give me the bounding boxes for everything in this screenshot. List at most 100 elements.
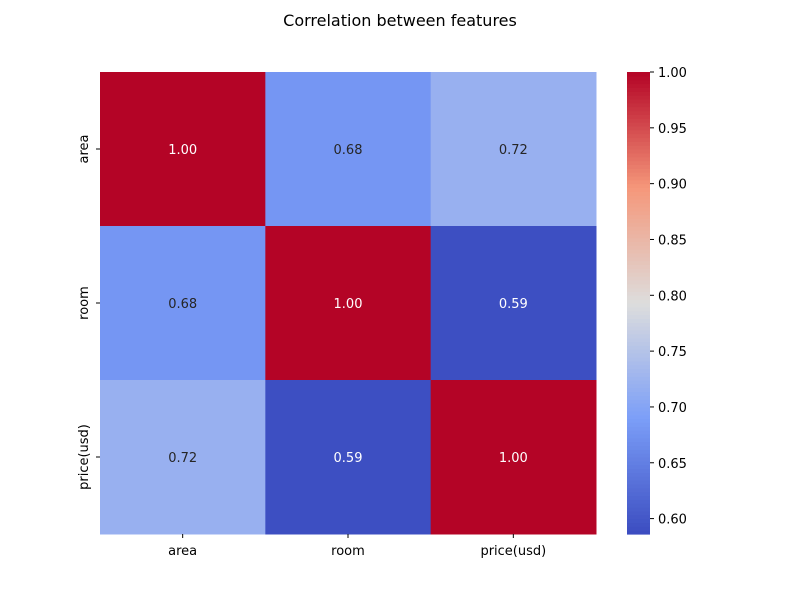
colorbar-segment [627, 237, 650, 242]
colorbar-segment [627, 499, 650, 504]
cell-value-label: 0.59 [334, 451, 363, 466]
colorbar-segment [627, 322, 650, 327]
colorbar-segment [627, 383, 650, 389]
colorbar-segment [627, 110, 650, 115]
x-tick-label: price(usd) [480, 544, 546, 559]
colorbar-segment [627, 79, 650, 85]
colorbar-segment [627, 518, 650, 524]
colorbar-segment [627, 483, 650, 489]
colorbar-segment [627, 95, 650, 100]
colorbar-segment [627, 333, 650, 339]
colorbar-segment [627, 137, 650, 142]
colorbar-segment [627, 414, 650, 420]
colorbar-segment [627, 441, 650, 447]
colorbar-segment [627, 179, 650, 185]
y-tick-label: area [77, 135, 92, 164]
heatmap-cells: 1.00 0.68 0.72 0.68 1.00 0.59 0.72 0.59 1.00 [100, 72, 597, 535]
colorbar-segment [627, 326, 650, 331]
colorbar-segment [627, 349, 650, 354]
colorbar-segment [627, 222, 650, 227]
heatmap-cell [430, 72, 597, 227]
colorbar-tick-label: 1.00 [658, 66, 687, 81]
colorbar-segment [627, 125, 650, 131]
colorbar-segment [627, 268, 650, 273]
colorbar-segment [627, 291, 650, 296]
heatmap-cell [100, 380, 266, 535]
colorbar-segment [627, 491, 650, 497]
colorbar-segment [627, 360, 650, 366]
colorbar-segment [627, 87, 650, 92]
x-tick-label: area [168, 544, 197, 559]
colorbar-segment [627, 183, 650, 189]
heatmap-cell [100, 72, 266, 227]
colorbar-segment [627, 472, 650, 477]
colorbar-segment [627, 226, 650, 231]
colorbar-segment [627, 510, 650, 516]
colorbar-segment [627, 260, 650, 266]
colorbar-segment [627, 306, 650, 312]
colorbar-segment [627, 445, 650, 450]
heatmap-cell [265, 226, 432, 381]
cell-value-label: 1.00 [499, 451, 528, 466]
colorbar-segment [627, 476, 650, 481]
colorbar-segment [627, 410, 650, 416]
cell-value-label: 0.59 [499, 297, 528, 312]
colorbar-segment [627, 395, 650, 400]
colorbar-segment [627, 256, 650, 262]
colorbar-tick-label: 0.70 [658, 401, 687, 416]
colorbar-segment [627, 422, 650, 427]
colorbar-segment [627, 129, 650, 135]
colorbar-segment [627, 75, 650, 81]
colorbar-tick-label: 0.95 [658, 122, 687, 137]
cell-value-label: 0.68 [334, 143, 363, 158]
colorbar-segment [627, 295, 650, 300]
colorbar-segment [627, 241, 650, 246]
colorbar-segment [627, 299, 650, 304]
colorbar-segment [627, 303, 650, 308]
colorbar-tick-label: 0.65 [658, 457, 687, 472]
chart-title: Correlation between features [283, 11, 517, 30]
colorbar-segment [627, 418, 650, 423]
colorbar-segment [627, 391, 650, 396]
colorbar-segment [627, 191, 650, 196]
colorbar-segment [627, 102, 650, 108]
colorbar-segment [627, 156, 650, 162]
colorbar-segment [627, 433, 650, 439]
colorbar-segment [627, 106, 650, 112]
heatmap-cell [100, 226, 266, 381]
colorbar-tick-label: 0.60 [658, 513, 687, 528]
colorbar-segment [627, 387, 650, 393]
colorbar-segment [627, 149, 650, 154]
colorbar-segment [627, 164, 650, 169]
colorbar-segment [627, 403, 650, 408]
colorbar-segment [627, 406, 650, 412]
colorbar-segment [627, 345, 650, 350]
colorbar-segment [627, 133, 650, 139]
colorbar-segment [627, 98, 650, 104]
cell-value-label: 0.72 [499, 143, 528, 158]
colorbar-segment [627, 233, 650, 239]
colorbar-segment [627, 122, 650, 127]
colorbar-segment [627, 437, 650, 443]
colorbar-segment [627, 372, 650, 377]
colorbar-segment [627, 503, 650, 508]
colorbar-segment [627, 480, 650, 485]
colorbar-segment [627, 364, 650, 370]
colorbar-segment [627, 522, 650, 527]
colorbar-segment [627, 118, 650, 123]
colorbar-segment [627, 376, 650, 381]
cell-value-label: 1.00 [334, 297, 363, 312]
colorbar-segment [627, 214, 650, 219]
heatmap-cell [430, 226, 597, 381]
colorbar-segment [627, 276, 650, 281]
colorbar-segment [627, 264, 650, 269]
colorbar-segment [627, 468, 650, 473]
colorbar-segment [627, 426, 650, 431]
colorbar-segment [627, 487, 650, 493]
colorbar-segment [627, 152, 650, 158]
colorbar-segment [627, 91, 650, 96]
colorbar-segment [627, 199, 650, 204]
colorbar-segment [627, 457, 650, 462]
colorbar-segment [627, 287, 650, 293]
heatmap-cell [265, 380, 432, 535]
